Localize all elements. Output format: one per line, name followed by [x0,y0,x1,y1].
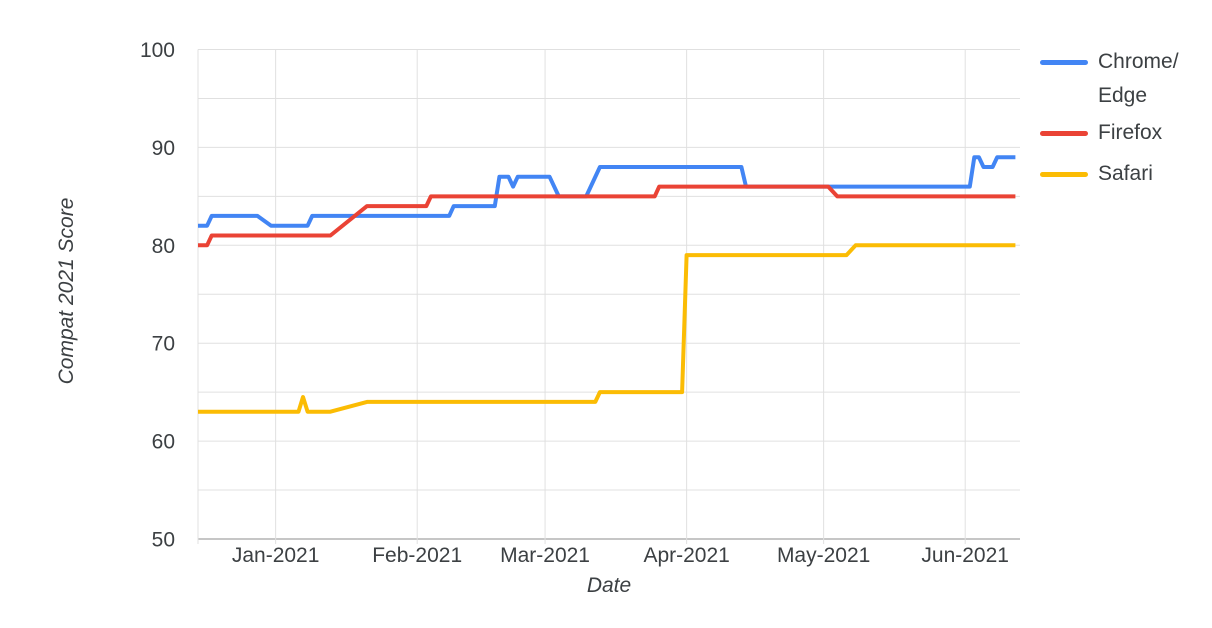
legend-item-safari: Safari [1040,157,1153,191]
series-line-chrome-edge[interactable] [198,155,1016,228]
legend-swatch-firefox [1040,131,1088,136]
y-tick-label: 100 [140,39,175,62]
y-tick-label: 70 [152,333,175,356]
legend-swatch-safari [1040,172,1088,177]
x-tick-label: Feb-2021 [372,544,462,567]
series-line-safari[interactable] [198,243,1016,414]
y-axis-title: Compat 2021 Score [55,197,78,385]
legend-label-safari: Safari [1098,162,1153,185]
x-axis-title: Date [586,574,632,597]
y-tick-label: 60 [152,431,175,454]
series-line-firefox[interactable] [198,184,1016,248]
x-tick-label: Jan-2021 [232,544,320,567]
y-tick-label: 50 [152,529,175,552]
x-tick-label: Jun-2021 [921,544,1009,567]
legend-swatch-chrome-edge [1040,60,1088,65]
legend-item-firefox: Firefox [1040,116,1162,150]
x-tick-label: Apr-2021 [643,544,729,567]
legend-label-chrome-edge: Chrome/Edge [1098,50,1179,107]
legend-label-firefox: Firefox [1098,121,1163,144]
legend-item-chrome-edge: Chrome/Edge [1040,45,1179,113]
x-tick-label: May-2021 [777,544,870,567]
x-tick-label: Mar-2021 [500,544,590,567]
y-tick-label: 90 [152,137,175,160]
y-tick-label: 80 [152,235,175,258]
